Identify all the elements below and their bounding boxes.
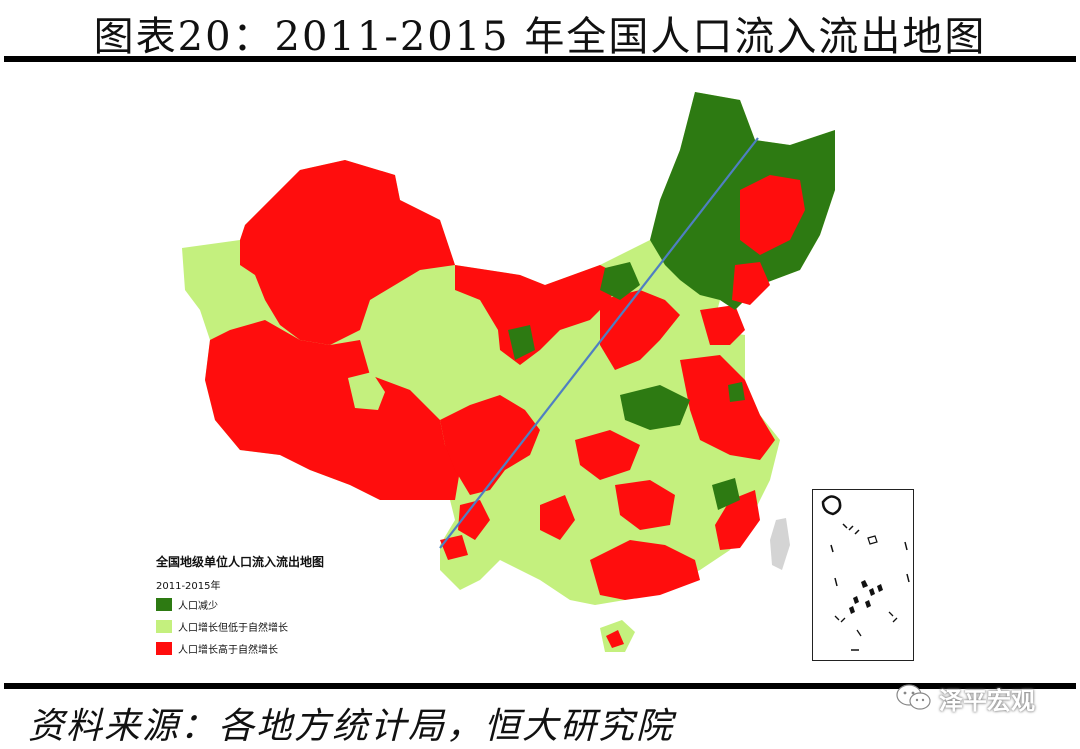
region-dec-1 xyxy=(600,262,640,300)
south-china-sea-inset xyxy=(812,489,914,661)
legend-label: 人口增长高于自然增长 xyxy=(178,644,278,656)
region-taiwan xyxy=(770,518,790,570)
region-xinjiang xyxy=(240,160,455,345)
region-liaoning-red xyxy=(732,262,770,305)
region-gansu-imongolia xyxy=(455,265,620,365)
legend-swatch-low-growth xyxy=(156,619,172,633)
region-guangxi xyxy=(615,480,675,530)
legend-swatch-decrease xyxy=(156,597,172,611)
region-tibet-enclave xyxy=(348,372,385,410)
legend-swatch-high-growth xyxy=(156,641,172,655)
legend-title: 全国地级单位人口流入流出地图 xyxy=(156,555,325,569)
region-dec-5 xyxy=(728,382,745,402)
region-dec-3 xyxy=(620,385,690,430)
region-northeast-red xyxy=(740,175,805,255)
legend-item-high-growth: 人口增长高于自然增长 xyxy=(156,641,278,656)
map-legend: 全国地级单位人口流入流出地图 2011-2015年 人口减少 人口增长但低于自然… xyxy=(152,553,402,663)
legend-label: 人口增长但低于自然增长 xyxy=(178,622,288,634)
region-tibet xyxy=(205,320,460,500)
region-central-3 xyxy=(680,355,775,460)
top-rule xyxy=(4,56,1076,62)
legend-item-decrease: 人口减少 xyxy=(156,597,218,612)
region-fujian-coast xyxy=(715,490,760,550)
wechat-icon xyxy=(896,684,931,710)
legend-label: 人口减少 xyxy=(178,600,218,612)
region-central-4 xyxy=(575,430,640,480)
region-yunnan-2 xyxy=(440,535,468,560)
figure-title: 图表20：2011-2015 年全国人口流入流出地图 xyxy=(93,14,987,60)
watermark-text: 泽平宏观 xyxy=(939,686,1035,715)
china-population-map: 全国地级单位人口流入流出地图 2011-2015年 人口减少 人口增长但低于自然… xyxy=(0,62,1080,683)
bottom-rule xyxy=(4,683,1076,689)
source-note: 资料来源：各地方统计局，恒大研究院 xyxy=(28,706,675,747)
legend-item-low-growth: 人口增长但低于自然增长 xyxy=(156,619,288,634)
region-dec-2 xyxy=(508,325,535,360)
region-yunnan-1 xyxy=(458,500,490,540)
region-central-5 xyxy=(540,495,575,540)
map-svg xyxy=(182,92,835,652)
region-sichuan xyxy=(440,395,540,495)
hu-line xyxy=(439,137,759,549)
region-dec-4 xyxy=(712,478,740,510)
region-central-2 xyxy=(700,305,745,345)
inset-svg xyxy=(821,495,910,651)
region-guangdong xyxy=(590,540,700,600)
region-hainan-red xyxy=(606,630,624,648)
region-central-1 xyxy=(600,290,680,370)
legend-period: 2011-2015年 xyxy=(156,581,221,592)
watermark: 泽平宏观 xyxy=(895,678,1035,718)
region-qinghai xyxy=(370,292,498,385)
